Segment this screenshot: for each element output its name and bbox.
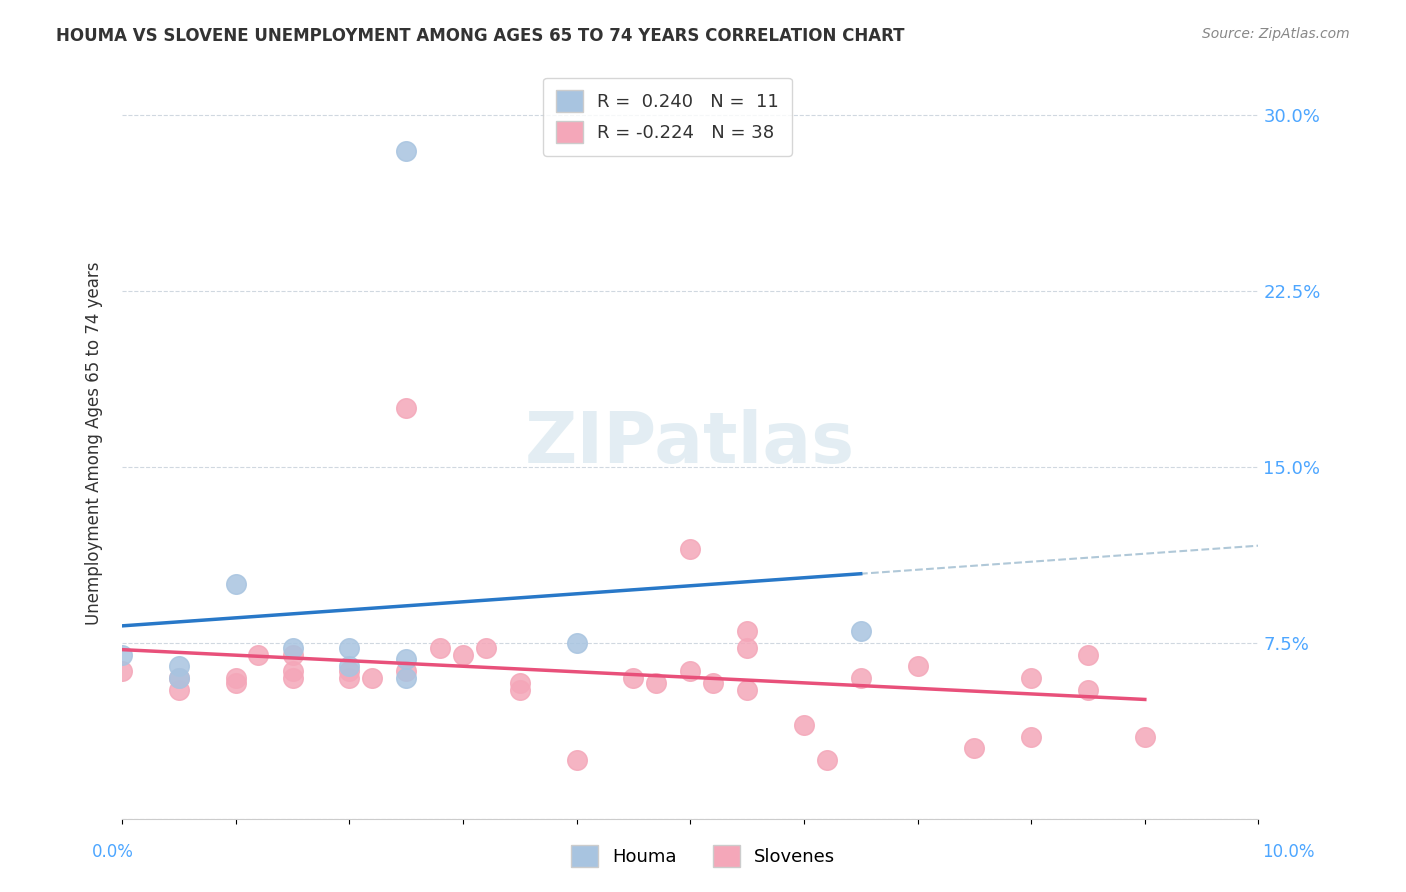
- Point: [225, 675, 247, 690]
- Point: [451, 648, 474, 662]
- Point: [509, 675, 531, 690]
- Point: [225, 577, 247, 591]
- Point: [361, 671, 384, 685]
- Point: [281, 664, 304, 678]
- Point: [735, 682, 758, 697]
- Point: [849, 671, 872, 685]
- Point: [395, 144, 418, 158]
- Point: [337, 664, 360, 678]
- Point: [395, 671, 418, 685]
- Text: 0.0%: 0.0%: [91, 843, 134, 861]
- Point: [565, 753, 588, 767]
- Point: [1019, 730, 1042, 744]
- Point: [225, 671, 247, 685]
- Y-axis label: Unemployment Among Ages 65 to 74 years: Unemployment Among Ages 65 to 74 years: [86, 262, 103, 625]
- Point: [281, 640, 304, 655]
- Point: [849, 624, 872, 639]
- Point: [111, 664, 134, 678]
- Point: [111, 648, 134, 662]
- Point: [247, 648, 270, 662]
- Point: [337, 659, 360, 673]
- Point: [1019, 671, 1042, 685]
- Point: [337, 671, 360, 685]
- Point: [815, 753, 838, 767]
- Point: [565, 636, 588, 650]
- Point: [963, 741, 986, 756]
- Point: [509, 682, 531, 697]
- Point: [679, 664, 702, 678]
- Point: [907, 659, 929, 673]
- Point: [735, 624, 758, 639]
- Point: [167, 682, 190, 697]
- Point: [395, 401, 418, 416]
- Point: [167, 671, 190, 685]
- Point: [735, 640, 758, 655]
- Legend: R =  0.240   N =  11, R = -0.224   N = 38: R = 0.240 N = 11, R = -0.224 N = 38: [543, 78, 792, 156]
- Text: Source: ZipAtlas.com: Source: ZipAtlas.com: [1202, 27, 1350, 41]
- Point: [395, 664, 418, 678]
- Point: [337, 640, 360, 655]
- Point: [281, 648, 304, 662]
- Point: [1077, 682, 1099, 697]
- Legend: Houma, Slovenes: Houma, Slovenes: [564, 838, 842, 874]
- Text: HOUMA VS SLOVENE UNEMPLOYMENT AMONG AGES 65 TO 74 YEARS CORRELATION CHART: HOUMA VS SLOVENE UNEMPLOYMENT AMONG AGES…: [56, 27, 904, 45]
- Point: [281, 671, 304, 685]
- Point: [679, 542, 702, 557]
- Text: 10.0%: 10.0%: [1263, 843, 1315, 861]
- Point: [793, 718, 815, 732]
- Text: ZIPatlas: ZIPatlas: [526, 409, 855, 478]
- Point: [429, 640, 451, 655]
- Point: [167, 671, 190, 685]
- Point: [1077, 648, 1099, 662]
- Point: [645, 675, 668, 690]
- Point: [623, 671, 645, 685]
- Point: [702, 675, 724, 690]
- Point: [167, 659, 190, 673]
- Point: [395, 652, 418, 666]
- Point: [474, 640, 496, 655]
- Point: [1133, 730, 1156, 744]
